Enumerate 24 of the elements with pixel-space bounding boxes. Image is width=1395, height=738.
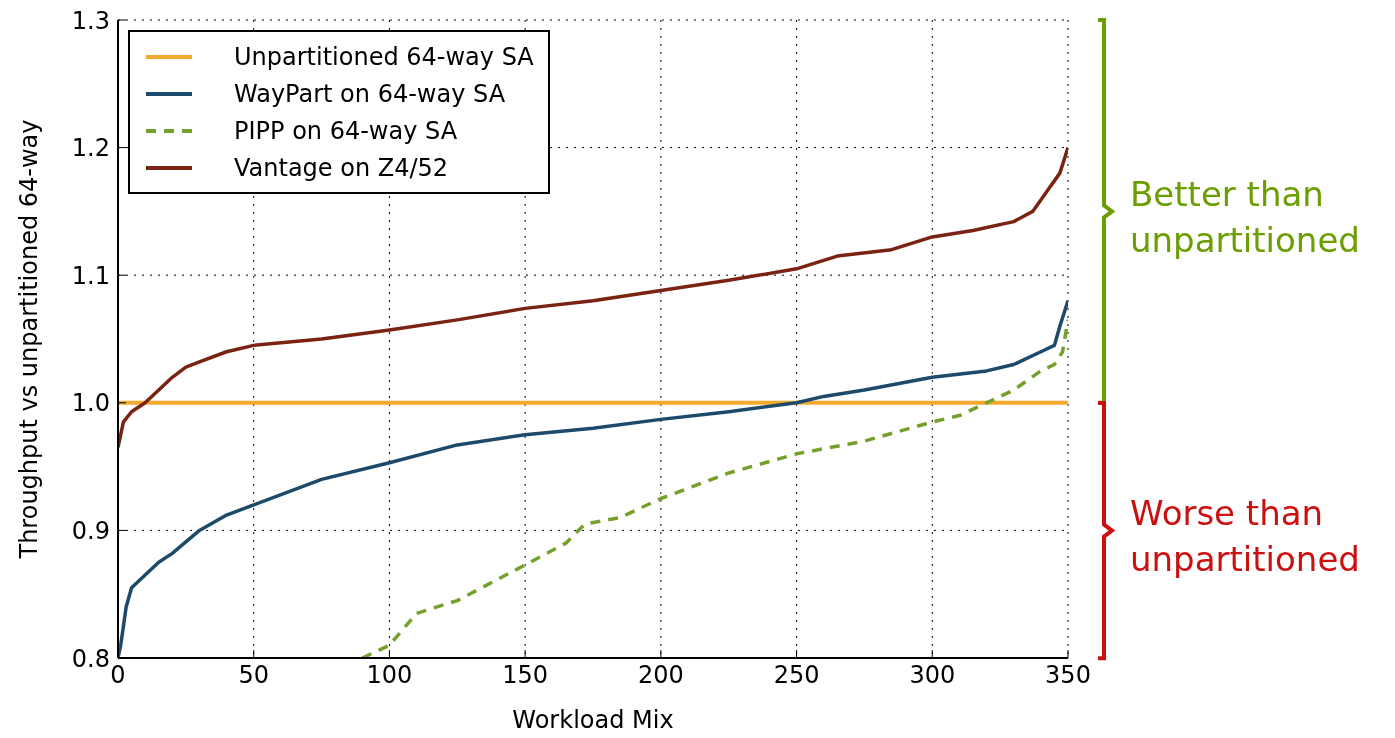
x-tick-label: 350 <box>1045 661 1091 690</box>
line-series <box>118 145 1068 450</box>
legend-label: Vantage on Z4/52 <box>234 153 449 182</box>
text: Worse than unpartitioned <box>1130 492 1361 582</box>
y-tick-label: 1.1 <box>71 261 110 290</box>
y-axis-title: Throughput vs unpartitioned 64-way <box>14 119 43 560</box>
y-tick-label: 0.8 <box>71 644 110 673</box>
x-axis-title: Workload Mix <box>512 706 674 734</box>
x-tick-label: 100 <box>366 661 413 690</box>
y-tick-label: 1.2 <box>71 134 110 163</box>
legend-label: WayPart on 64-way SA <box>234 79 506 108</box>
x-tick-label: 150 <box>502 661 549 690</box>
x-tick-label: 0 <box>110 661 126 690</box>
y-tick-label: 0.9 <box>71 516 110 545</box>
y-tick-label: 1.0 <box>71 389 110 418</box>
y-tick-label: 1.3 <box>71 6 110 35</box>
line-series <box>360 318 1068 658</box>
legend-label: Unpartitioned 64-way SA <box>234 42 534 71</box>
x-tick-label: 250 <box>773 661 820 690</box>
x-tick-label: 200 <box>637 661 684 690</box>
text: Better than unpartitioned <box>1130 173 1361 263</box>
x-tick-label: 300 <box>909 661 956 690</box>
legend-label: PIPP on 64-way SA <box>234 116 458 145</box>
x-tick-label: 50 <box>238 661 269 690</box>
